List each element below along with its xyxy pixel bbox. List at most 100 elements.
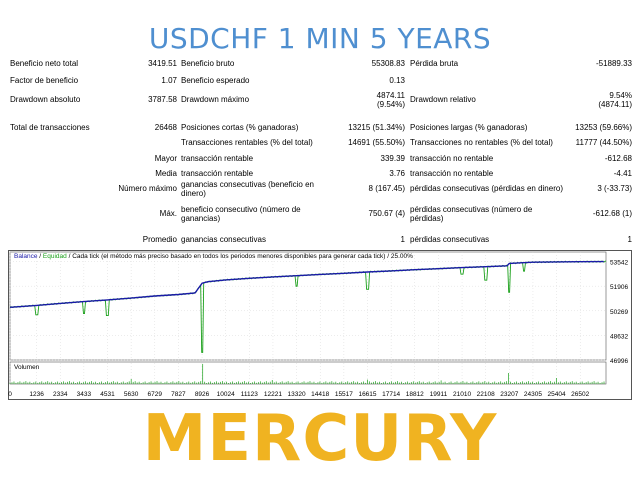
stat-text-2: dinero): [181, 189, 206, 198]
volume-label: Volumen: [14, 364, 40, 371]
legend-separator: /: [37, 253, 43, 260]
stat-c2v-row-7: 8 (167.45): [369, 184, 405, 193]
stat-text: Pérdida bruta: [410, 59, 459, 68]
stat-c1l-row-1: Factor de beneficio: [10, 76, 78, 85]
stat-text: 1.07: [161, 76, 177, 85]
stat-text: Drawdown máximo: [181, 95, 250, 104]
stat-text: pérdidas consecutivas: [410, 235, 490, 244]
stat-text: transacción rentable: [181, 169, 254, 178]
stat-c2v-row-9: 1: [401, 235, 405, 244]
stat-text: -51889.33: [595, 59, 632, 68]
stat-text-2: (9.54%): [376, 100, 405, 109]
stat-c3v-row-9: 1: [628, 235, 632, 244]
stat-c2l-row-3: Posiciones cortas (% ganadoras): [181, 123, 298, 132]
stat-text: ganancias consecutivas (beneficio en: [181, 180, 314, 189]
stat-text: 26468: [154, 123, 177, 132]
stat-text: 11777 (44.50%): [575, 138, 632, 147]
stat-text: Beneficio esperado: [181, 76, 250, 85]
stat-text: 339.39: [380, 154, 405, 163]
stat-c2l-row-1: Beneficio esperado: [181, 76, 250, 85]
stat-text: Media: [155, 169, 177, 178]
stat-text: 13215 (51.34%): [348, 123, 405, 132]
x-tick-label: 24305: [524, 391, 542, 398]
stat-c1v-row-7: Número máximo: [118, 184, 177, 193]
legend-method: Cada tick (el método más preciso basado …: [72, 253, 413, 260]
stat-c2v-row-0: 55308.83: [372, 59, 405, 68]
stat-c3v-row-6: -4.41: [614, 169, 632, 178]
stat-text: -612.68 (1): [592, 209, 632, 218]
stat-c3v-row-0: -51889.33: [596, 59, 632, 68]
stat-text-2: pérdidas): [410, 214, 444, 223]
stat-c1v-row-2: 3787.58: [148, 95, 177, 104]
stat-c3l-row-4: Transacciones no rentables (% del total): [410, 138, 553, 147]
stat-text: Beneficio neto total: [10, 59, 79, 68]
stat-c3l-row-3: Posiciones largas (% ganadoras): [410, 123, 527, 132]
stat-c1v-row-5: Mayor: [155, 154, 177, 163]
stat-text: 55308.83: [371, 59, 405, 68]
stat-c1v-row-8: Máx.: [160, 209, 177, 218]
stat-c2l-row-4: Transacciones rentables (% del total): [181, 138, 313, 147]
stat-text: Máx.: [159, 209, 177, 218]
x-tick-label: 17714: [382, 391, 400, 398]
stat-c2v-row-2: 4874.11 (9.54%): [377, 91, 405, 109]
x-tick-label: 13320: [288, 391, 306, 398]
x-tick-label: 5630: [124, 391, 139, 398]
stat-c3l-row-0: Pérdida bruta: [410, 59, 458, 68]
x-tick-label: 21010: [453, 391, 471, 398]
stat-text: pérdidas consecutivas (número de: [410, 205, 533, 214]
x-tick-label: 3433: [77, 391, 92, 398]
stat-c2l-row-7: ganancias consecutivas (beneficio en dine…: [181, 180, 314, 198]
stat-text: -4.41: [613, 169, 632, 178]
stat-c3v-row-4: 11777 (44.50%): [576, 138, 632, 147]
stat-text: Mayor: [154, 154, 177, 163]
stat-c3v-row-2: 9.54% (4874.11): [598, 91, 632, 109]
stat-text: Drawdown relativo: [410, 95, 476, 104]
stat-text: Promedio: [142, 235, 177, 244]
x-tick-label: 25404: [548, 391, 566, 398]
chart-legend: Balance / Equidad / Cada tick (el método…: [14, 253, 413, 260]
stat-text: 8 (167.45): [368, 184, 405, 193]
x-tick-label: 4531: [100, 391, 115, 398]
stat-c3l-row-2: Drawdown relativo: [410, 95, 476, 104]
stat-c1v-row-6: Media: [155, 169, 177, 178]
stat-c1v-row-3: 26468: [155, 123, 177, 132]
stat-text: transacción no rentable: [410, 154, 494, 163]
stat-text: 14691 (55.50%): [348, 138, 405, 147]
x-tick-label: 8926: [195, 391, 210, 398]
brand-logo: MERCURY: [142, 402, 498, 476]
stat-c2l-row-0: Beneficio bruto: [181, 59, 234, 68]
stat-text: 13253 (59.66%): [575, 123, 632, 132]
legend-equity: Equidad: [42, 253, 67, 260]
stat-text: pérdidas consecutivas (pérdidas en diner…: [410, 184, 563, 193]
stat-c1l-row-3: Total de transacciones: [10, 123, 90, 132]
stat-text: Factor de beneficio: [10, 76, 79, 85]
y-tick-label: 48632: [610, 333, 628, 340]
stat-text: Posiciones largas (% ganadoras): [410, 123, 528, 132]
stat-text: transacción rentable: [181, 154, 254, 163]
stat-text: beneficio consecutivo (número de: [181, 205, 301, 214]
stat-text: 750.67 (4): [368, 209, 405, 218]
x-tick-label: 23207: [500, 391, 518, 398]
x-tick-label: 15517: [335, 391, 353, 398]
x-tick-label: 14418: [311, 391, 329, 398]
stat-c2l-row-9: ganancias consecutivas: [181, 235, 266, 244]
stat-c2v-row-8: 750.67 (4): [369, 209, 405, 218]
stat-text-2: (4874.11): [598, 100, 632, 109]
y-tick-label: 50269: [610, 309, 628, 316]
stat-c1v-row-0: 3419.51: [148, 59, 177, 68]
stat-c3l-row-7: pérdidas consecutivas (pérdidas en diner…: [410, 184, 563, 193]
stat-c3v-row-3: 13253 (59.66%): [575, 123, 632, 132]
stat-c3l-row-5: transacción no rentable: [410, 154, 493, 163]
stat-text: ganancias consecutivas: [181, 235, 266, 244]
balance-chart: 53542 51906 50269 48632 46996 0 1236 2334 3433 45…: [8, 250, 632, 400]
stat-c2v-row-3: 13215 (51.34%): [348, 123, 405, 132]
x-tick-label: 1236: [29, 391, 44, 398]
stat-text: 3.76: [389, 169, 405, 178]
legend-separator: /: [66, 253, 73, 260]
stat-text: Transacciones rentables (% del total): [181, 138, 313, 147]
x-tick-label: 6729: [148, 391, 163, 398]
stat-text: Total de transacciones: [10, 123, 90, 132]
stat-c2v-row-6: 3.76: [389, 169, 405, 178]
x-tick-label: 26502: [571, 391, 589, 398]
stat-c3v-row-7: 3 (-33.73): [597, 184, 632, 193]
